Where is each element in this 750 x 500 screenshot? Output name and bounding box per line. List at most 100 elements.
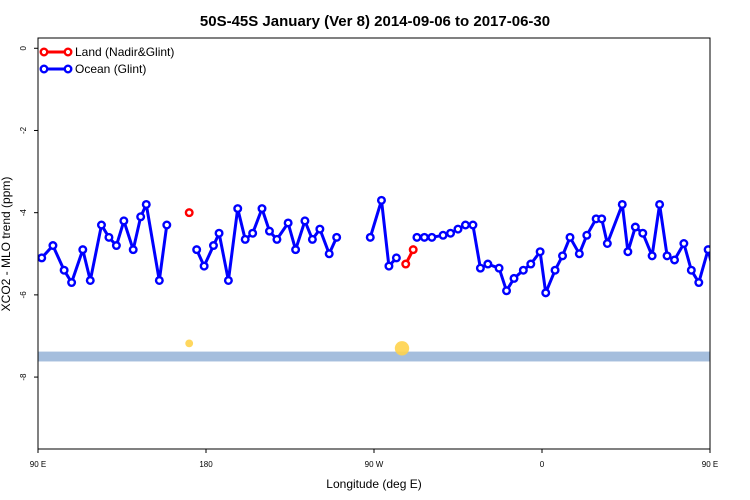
x-axis-label: Longitude (deg E) xyxy=(326,477,421,491)
ocean-data-point xyxy=(332,232,342,242)
y-tick-label: -6 xyxy=(19,291,28,299)
ocean-data-point xyxy=(291,245,301,255)
ocean-data-point xyxy=(264,226,274,236)
ocean-data-point xyxy=(67,278,77,288)
ocean-data-point xyxy=(315,224,325,234)
ocean-data-point xyxy=(518,265,528,275)
ocean-data-point xyxy=(565,232,575,242)
ocean-data-point xyxy=(526,259,536,269)
ocean-data-point xyxy=(638,228,648,238)
ocean-data-point xyxy=(376,195,386,205)
ocean-data-point xyxy=(111,241,121,251)
ocean-data-point xyxy=(468,220,478,230)
ocean-data-point xyxy=(662,251,672,261)
ocean-data-point xyxy=(597,214,607,224)
ocean-data-point xyxy=(412,232,422,242)
surface-band-rect xyxy=(38,351,710,362)
ocean-data-point xyxy=(96,220,106,230)
ocean-data-point xyxy=(744,218,750,225)
y-tick-label: 0 xyxy=(19,46,28,51)
ocean-data-point xyxy=(128,245,138,255)
y-axis: 0 -2 -4 -6 -8 xyxy=(19,46,38,381)
legend-land-label: Land (Nadir&Glint) xyxy=(75,45,174,59)
ocean-data-point xyxy=(214,228,224,238)
ocean-data-point xyxy=(574,249,584,259)
ocean-data-point xyxy=(617,199,627,209)
ocean-data-point xyxy=(686,265,696,275)
ocean-data-point xyxy=(712,277,719,284)
ocean-data-point xyxy=(233,204,243,214)
ocean-data-point xyxy=(78,245,88,255)
ocean-data-point xyxy=(694,278,704,288)
x-axis: 90 E 180 90 W 0 90 E xyxy=(30,449,718,469)
ocean-data-point xyxy=(272,234,282,244)
ocean-data-point xyxy=(324,249,334,259)
ocean-data-point xyxy=(38,253,47,263)
land-data-point xyxy=(408,245,418,255)
ocean-data-point xyxy=(192,245,202,255)
ocean-data-point xyxy=(703,245,710,255)
land-data-point xyxy=(184,208,194,218)
ocean-data-point xyxy=(283,218,293,228)
band-marker xyxy=(185,339,194,348)
ocean-data-point xyxy=(550,265,560,275)
legend-ocean-label: Ocean (Glint) xyxy=(75,62,146,76)
ocean-data-point xyxy=(59,265,69,275)
ocean-data-point xyxy=(582,230,592,240)
ocean-data-point xyxy=(446,228,456,238)
ocean-data-point xyxy=(494,263,504,273)
ocean-data-point xyxy=(647,251,657,261)
ocean-data-point xyxy=(679,238,689,248)
ocean-data-point xyxy=(365,232,375,242)
x-tick-label: 90 E xyxy=(30,460,46,469)
ocean-data-point xyxy=(104,232,114,242)
ocean-data-point xyxy=(136,212,146,222)
ocean-data-point xyxy=(558,251,568,261)
ocean-data-point xyxy=(475,263,485,273)
ocean-data-point xyxy=(85,275,95,285)
y-tick-label: -2 xyxy=(19,126,28,134)
ocean-data-point xyxy=(722,220,729,227)
ocean-data-point xyxy=(630,222,640,232)
ocean-data-point xyxy=(602,238,612,248)
ocean-data-point xyxy=(438,230,448,240)
series-layer xyxy=(38,195,750,298)
ocean-data-point xyxy=(384,261,394,271)
legend: Land (Nadir&Glint) Ocean (Glint) xyxy=(39,45,174,76)
x-tick-label: 0 xyxy=(540,460,545,469)
ocean-data-point xyxy=(257,204,267,214)
legend-ocean-marker xyxy=(63,64,73,74)
ocean-data-point xyxy=(502,286,512,296)
legend-ocean-marker xyxy=(39,64,49,74)
ocean-data-point xyxy=(419,232,429,242)
legend-land-marker xyxy=(39,47,49,57)
ocean-data-point xyxy=(541,288,551,298)
ocean-data-point xyxy=(208,241,218,251)
ocean-data-point xyxy=(141,199,151,209)
ocean-data-point xyxy=(655,199,665,209)
ocean-data-point xyxy=(240,234,250,244)
ocean-data-point xyxy=(460,220,470,230)
ocean-data-point xyxy=(248,228,258,238)
ocean-data-point xyxy=(199,261,209,271)
x-tick-label: 90 W xyxy=(365,460,384,469)
ocean-data-point xyxy=(48,241,58,251)
ocean-data-point xyxy=(307,234,317,244)
ocean-data-point xyxy=(509,273,519,283)
band-marker xyxy=(394,341,410,356)
x-tick-label: 180 xyxy=(199,460,213,469)
ocean-data-point xyxy=(729,234,736,241)
ocean-data-point xyxy=(623,247,633,257)
ocean-data-point xyxy=(427,232,437,242)
legend-land-marker xyxy=(63,47,73,57)
y-axis-label: XCO2 - MLO trend (ppm) xyxy=(0,177,13,312)
ocean-data-point xyxy=(223,275,233,285)
x-tick-label: 90 E xyxy=(702,460,718,469)
ocean-data-point xyxy=(162,220,172,230)
ocean-data-point xyxy=(535,247,545,257)
ocean-data-point xyxy=(119,216,129,226)
ocean-series-line xyxy=(368,198,398,268)
ocean-data-point xyxy=(670,255,680,265)
ocean-data-point xyxy=(737,240,744,247)
